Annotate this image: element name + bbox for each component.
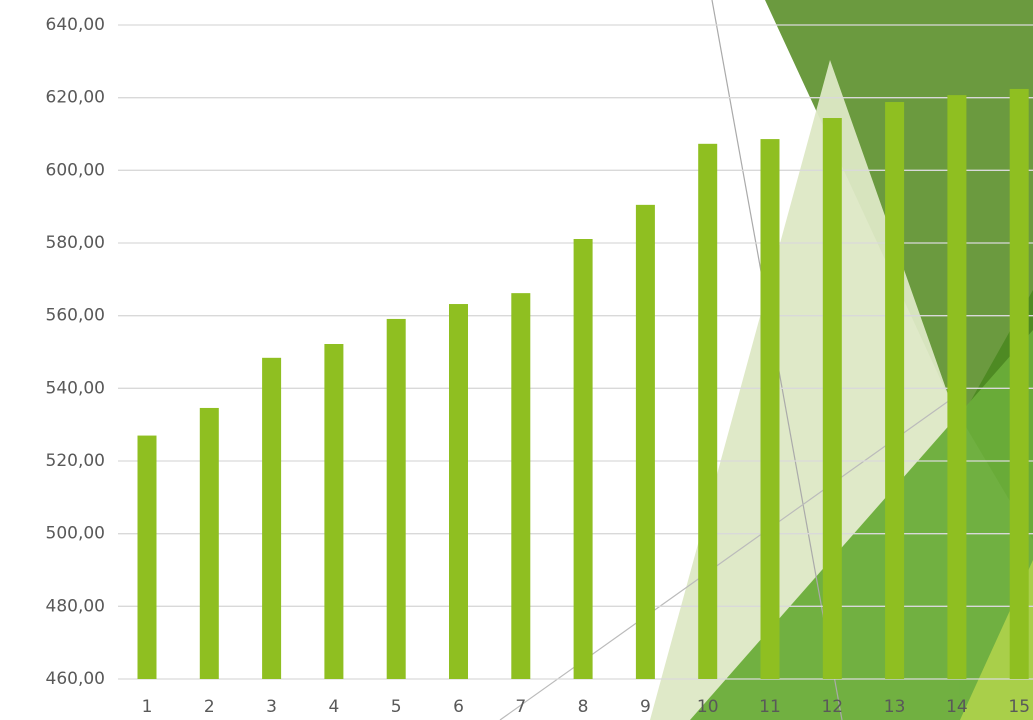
y-tick-label: 520,00 [46, 451, 105, 471]
x-tick-label: 2 [204, 697, 215, 717]
y-tick-label: 600,00 [46, 160, 105, 180]
bar [760, 139, 780, 679]
x-tick-label: 8 [578, 697, 589, 717]
y-tick-label: 460,00 [46, 669, 105, 689]
bar [511, 293, 531, 679]
x-tick-label: 10 [697, 697, 719, 717]
y-tick-label: 560,00 [46, 306, 105, 326]
bar [635, 204, 655, 679]
y-tick-label: 640,00 [46, 15, 105, 35]
x-tick-label: 1 [142, 697, 153, 717]
bar [885, 102, 905, 679]
bar [1009, 88, 1029, 680]
y-tick-label: 480,00 [46, 596, 105, 616]
bar [573, 239, 593, 679]
bar [386, 318, 406, 679]
x-tick-label: 4 [328, 697, 339, 717]
y-tick-label: 620,00 [46, 88, 105, 108]
x-tick-label: 12 [821, 697, 843, 717]
x-tick-label: 5 [391, 697, 402, 717]
x-tick-label: 6 [453, 697, 464, 717]
bar [822, 118, 842, 680]
x-tick-label: 9 [640, 697, 651, 717]
bar [324, 344, 344, 679]
bar [137, 435, 157, 679]
bar [449, 304, 468, 679]
x-tick-label: 7 [515, 697, 526, 717]
y-tick-label: 500,00 [46, 524, 105, 544]
bar [947, 95, 967, 679]
x-tick-label: 11 [759, 697, 781, 717]
y-tick-label: 580,00 [46, 233, 105, 253]
x-tick-label: 15 [1008, 697, 1030, 717]
bar [199, 407, 219, 679]
x-tick-label: 3 [266, 697, 277, 717]
y-tick-label: 540,00 [46, 378, 105, 398]
bar [262, 357, 282, 679]
bar [698, 143, 718, 679]
x-tick-label: 13 [884, 697, 906, 717]
x-tick-label: 14 [946, 697, 968, 717]
